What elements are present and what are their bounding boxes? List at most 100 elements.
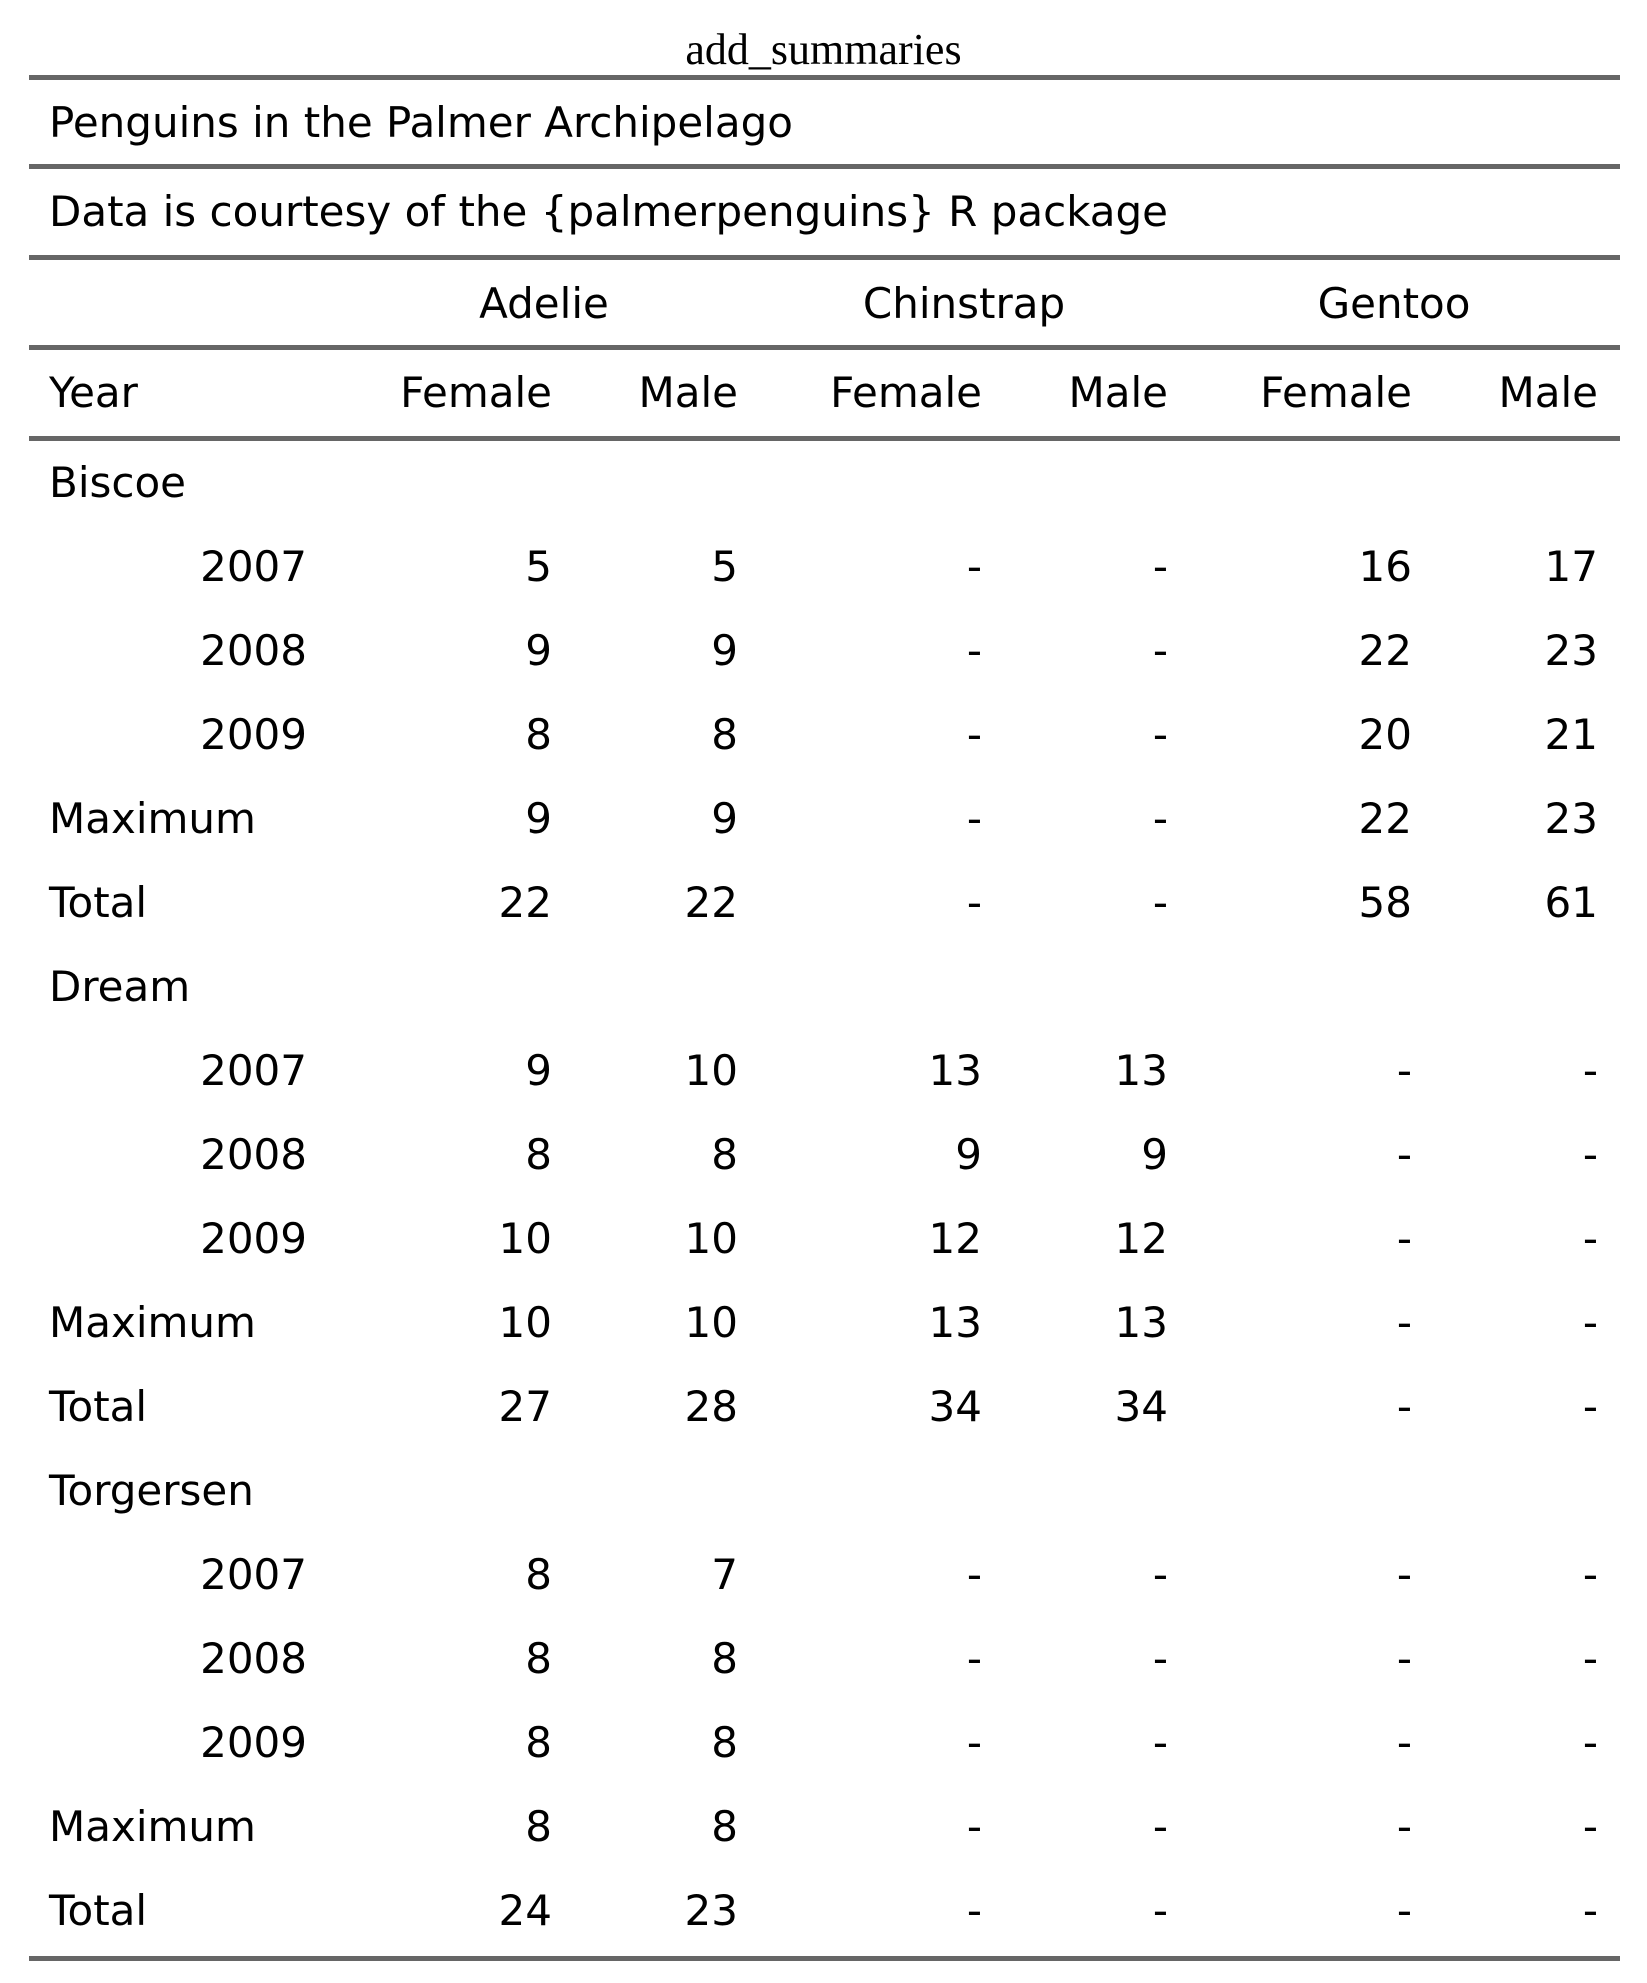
- summary-label: Total: [49, 878, 148, 927]
- table-row: 2009 10 10 12 12 - -: [0, 1197, 1647, 1281]
- cell-adelie-male: 10: [684, 1298, 738, 1347]
- cell-adelie-female: 9: [525, 626, 552, 675]
- column-header-chinstrap-female: Female: [830, 368, 982, 417]
- cell-chinstrap-female: -: [966, 626, 982, 675]
- summary-row-total: Total 22 22 - - 58 61: [0, 861, 1647, 945]
- bottom-rule: [29, 1956, 1620, 1961]
- cell-adelie-male: 10: [684, 1214, 738, 1263]
- table-row: 2008 9 9 - - 22 23: [0, 609, 1647, 693]
- column-header-gentoo-male: Male: [1498, 368, 1598, 417]
- cell-chinstrap-female: -: [966, 1886, 982, 1935]
- cell-gentoo-male: 17: [1544, 542, 1598, 591]
- row-stub: 2007: [200, 1046, 307, 1095]
- row-stub: 2008: [200, 1130, 307, 1179]
- cell-gentoo-female: -: [1396, 1298, 1412, 1347]
- cell-adelie-female: 22: [498, 878, 552, 927]
- cell-adelie-male: 22: [684, 878, 738, 927]
- cell-chinstrap-male: 34: [1114, 1382, 1168, 1431]
- cell-chinstrap-male: -: [1152, 1634, 1168, 1683]
- cell-adelie-male: 28: [684, 1382, 738, 1431]
- column-header-chinstrap-male: Male: [1068, 368, 1168, 417]
- summary-label: Maximum: [49, 1298, 256, 1347]
- cell-chinstrap-female: -: [966, 542, 982, 591]
- cell-chinstrap-male: -: [1152, 542, 1168, 591]
- cell-gentoo-female: -: [1396, 1046, 1412, 1095]
- title-rule: [29, 164, 1620, 169]
- group-row-torgersen: Torgersen: [0, 1449, 1647, 1533]
- cell-adelie-female: 8: [525, 1802, 552, 1851]
- cell-chinstrap-female: -: [966, 1718, 982, 1767]
- cell-chinstrap-male: -: [1152, 626, 1168, 675]
- cell-adelie-male: 8: [711, 1802, 738, 1851]
- cell-adelie-female: 8: [525, 1634, 552, 1683]
- cell-gentoo-male: -: [1582, 1298, 1598, 1347]
- summary-row-maximum: Maximum 9 9 - - 22 23: [0, 777, 1647, 861]
- cell-chinstrap-male: -: [1152, 1718, 1168, 1767]
- cell-adelie-male: 7: [711, 1550, 738, 1599]
- group-label: Dream: [49, 962, 191, 1011]
- cell-adelie-female: 8: [525, 1718, 552, 1767]
- summary-label: Maximum: [49, 794, 256, 843]
- cell-gentoo-female: 16: [1358, 542, 1412, 591]
- cell-chinstrap-male: -: [1152, 1802, 1168, 1851]
- table-row: 2008 8 8 - - - -: [0, 1617, 1647, 1701]
- subtitle-rule: [29, 255, 1620, 260]
- cell-gentoo-male: -: [1582, 1550, 1598, 1599]
- table-row: 2007 9 10 13 13 - -: [0, 1029, 1647, 1113]
- column-header-year: Year: [49, 368, 138, 417]
- group-label: Torgersen: [49, 1466, 254, 1515]
- cell-chinstrap-male: -: [1152, 794, 1168, 843]
- column-header-adelie-male: Male: [638, 368, 738, 417]
- cell-chinstrap-female: -: [966, 1802, 982, 1851]
- column-header-gentoo-female: Female: [1260, 368, 1412, 417]
- cell-chinstrap-female: -: [966, 710, 982, 759]
- summary-label: Total: [49, 1382, 148, 1431]
- cell-gentoo-male: 23: [1544, 626, 1598, 675]
- cell-adelie-male: 8: [711, 1130, 738, 1179]
- header-rule: [29, 436, 1620, 441]
- cell-gentoo-female: -: [1396, 1382, 1412, 1431]
- cell-gentoo-male: -: [1582, 1634, 1598, 1683]
- cell-gentoo-male: -: [1582, 1802, 1598, 1851]
- cell-chinstrap-male: 9: [1141, 1130, 1168, 1179]
- cell-adelie-female: 5: [525, 542, 552, 591]
- cell-gentoo-female: -: [1396, 1886, 1412, 1935]
- cell-chinstrap-male: 13: [1114, 1046, 1168, 1095]
- cell-gentoo-female: -: [1396, 1718, 1412, 1767]
- row-stub: 2008: [200, 1634, 307, 1683]
- cell-gentoo-male: -: [1582, 1718, 1598, 1767]
- cell-adelie-male: 8: [711, 1718, 738, 1767]
- cell-chinstrap-female: 9: [955, 1130, 982, 1179]
- row-stub: 2007: [200, 542, 307, 591]
- column-header-adelie-female: Female: [400, 368, 552, 417]
- row-stub: 2008: [200, 626, 307, 675]
- cell-gentoo-male: 61: [1544, 878, 1598, 927]
- row-stub: 2009: [200, 710, 307, 759]
- cell-chinstrap-female: 13: [928, 1046, 982, 1095]
- summary-label: Total: [49, 1886, 148, 1935]
- summary-label: Maximum: [49, 1802, 256, 1851]
- cell-gentoo-female: 20: [1358, 710, 1412, 759]
- cell-gentoo-male: -: [1582, 1046, 1598, 1095]
- row-stub: 2009: [200, 1718, 307, 1767]
- spanner-adelie: Adelie: [479, 279, 609, 328]
- cell-chinstrap-female: -: [966, 878, 982, 927]
- cell-adelie-female: 8: [525, 710, 552, 759]
- summary-row-total: Total 27 28 34 34 - -: [0, 1365, 1647, 1449]
- cell-chinstrap-male: -: [1152, 1886, 1168, 1935]
- cell-chinstrap-male: -: [1152, 1550, 1168, 1599]
- spanner-chinstrap: Chinstrap: [862, 279, 1066, 328]
- cell-chinstrap-male: -: [1152, 878, 1168, 927]
- cell-gentoo-female: 22: [1358, 626, 1412, 675]
- group-label: Biscoe: [49, 458, 186, 507]
- table-row: 2007 5 5 - - 16 17: [0, 525, 1647, 609]
- cell-gentoo-male: -: [1582, 1886, 1598, 1935]
- table-row: 2007 8 7 - - - -: [0, 1533, 1647, 1617]
- table-title: Penguins in the Palmer Archipelago: [49, 98, 793, 147]
- cell-gentoo-female: -: [1396, 1802, 1412, 1851]
- cell-adelie-female: 9: [525, 794, 552, 843]
- cell-adelie-male: 10: [684, 1046, 738, 1095]
- spanner-rule: [29, 345, 1620, 350]
- cell-adelie-male: 5: [711, 542, 738, 591]
- cell-chinstrap-female: -: [966, 794, 982, 843]
